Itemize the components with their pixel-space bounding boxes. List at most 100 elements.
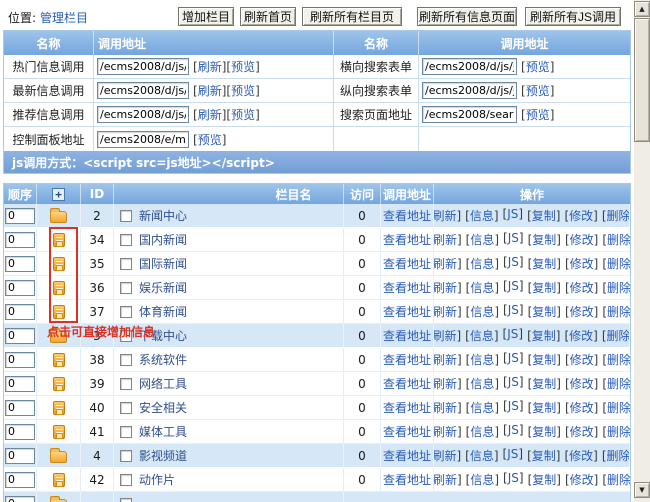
js-link[interactable]: JS [507, 471, 519, 485]
expand-all-icon[interactable]: + [52, 187, 65, 201]
order-input[interactable] [5, 231, 35, 248]
refresh-link[interactable]: 刷新 [197, 84, 222, 98]
order-input[interactable] [5, 207, 35, 224]
call-url-input[interactable] [97, 106, 189, 123]
info-link[interactable]: 信息 [470, 233, 495, 247]
modify-link[interactable]: 修改 [569, 233, 594, 247]
call-url-input[interactable] [97, 58, 189, 75]
delete-link[interactable]: 删除 [607, 281, 630, 295]
modify-link[interactable]: 修改 [569, 257, 594, 271]
order-input[interactable] [5, 399, 35, 416]
preview-link[interactable]: 预览 [231, 108, 256, 122]
info-link[interactable]: 信息 [470, 257, 495, 271]
info-link[interactable]: 信息 [469, 209, 494, 223]
view-addr-link[interactable]: 查看地址 [382, 353, 431, 367]
file-add-icon[interactable] [52, 472, 65, 487]
refresh-link[interactable]: 刷新 [434, 257, 457, 271]
copy-link[interactable]: 复制 [532, 281, 557, 295]
view-addr-link[interactable]: 查看地址 [382, 257, 431, 271]
copy-link[interactable]: 复制 [532, 473, 557, 487]
modify-link[interactable]: 修改 [569, 305, 594, 319]
order-input[interactable] [5, 255, 35, 272]
row-checkbox[interactable] [120, 473, 132, 486]
modify-link[interactable]: 修改 [569, 329, 594, 343]
delete-link[interactable]: 删除 [607, 353, 630, 367]
view-addr-link[interactable]: 查看地址 [382, 401, 431, 415]
refresh-link[interactable]: 刷新 [434, 329, 457, 343]
delete-link[interactable]: 删除 [607, 257, 630, 271]
preview-link[interactable]: 预览 [525, 108, 550, 122]
refresh-link[interactable]: 刷新 [434, 209, 457, 223]
delete-link[interactable]: 删除 [607, 401, 630, 415]
js-link[interactable]: JS [507, 327, 519, 341]
refresh-all-js-calls-button[interactable]: 刷新所有JS调用 [525, 7, 621, 26]
order-input[interactable] [5, 447, 35, 464]
refresh-link[interactable]: 刷新 [197, 108, 222, 122]
order-input[interactable] [5, 303, 35, 320]
file-add-icon[interactable] [52, 424, 65, 439]
modify-link[interactable]: 修改 [569, 353, 594, 367]
delete-link[interactable]: 删除 [606, 329, 630, 343]
copy-link[interactable]: 复制 [532, 257, 557, 271]
modify-link[interactable]: 修改 [569, 449, 594, 463]
category-name-link[interactable]: 体育新闻 [139, 305, 188, 319]
category-name-link[interactable]: 动作片 [139, 473, 176, 487]
delete-link[interactable]: 删除 [607, 305, 630, 319]
refresh-all-categories-button[interactable]: 刷新所有栏目页 [302, 7, 402, 26]
add-category-button[interactable]: 增加栏目 [178, 7, 234, 26]
refresh-link[interactable]: 刷新 [434, 233, 457, 247]
category-name-link[interactable]: 媒体工具 [139, 425, 188, 439]
category-name-link[interactable]: 系统软件 [139, 353, 188, 367]
category-name-link[interactable]: 影视频道 [139, 449, 188, 463]
refresh-link[interactable]: 刷新 [434, 353, 457, 367]
folder-icon[interactable] [50, 448, 67, 463]
category-name-link[interactable]: 国内新闻 [139, 233, 188, 247]
modify-link[interactable]: 修改 [569, 281, 594, 295]
refresh-link[interactable]: 刷新 [434, 305, 457, 319]
preview-link[interactable]: 预览 [197, 132, 222, 147]
scroll-down-icon[interactable]: ▼ [634, 482, 650, 498]
copy-link[interactable]: 复制 [532, 377, 557, 391]
copy-link[interactable]: 复制 [532, 305, 557, 319]
row-checkbox[interactable] [120, 233, 132, 246]
info-link[interactable]: 信息 [470, 425, 495, 439]
row-checkbox[interactable] [120, 329, 132, 342]
view-addr-link[interactable]: 查看地址 [382, 473, 431, 487]
refresh-link[interactable]: 刷新 [434, 401, 457, 415]
js-link[interactable]: JS [507, 279, 519, 293]
js-link[interactable]: JS [507, 303, 519, 317]
row-checkbox[interactable] [120, 401, 132, 414]
file-add-icon[interactable] [52, 256, 65, 271]
view-addr-link[interactable]: 查看地址 [382, 425, 431, 439]
scroll-up-icon[interactable]: ▲ [634, 1, 650, 17]
order-input[interactable] [5, 423, 35, 440]
row-checkbox[interactable] [120, 281, 132, 294]
preview-link[interactable]: 预览 [525, 60, 550, 74]
call-url-input[interactable] [97, 130, 189, 148]
view-addr-link[interactable]: 查看地址 [382, 209, 431, 223]
view-addr-link[interactable]: 查看地址 [382, 281, 431, 295]
folder-icon[interactable] [50, 496, 67, 502]
refresh-link[interactable]: 刷新 [434, 473, 457, 487]
modify-link[interactable]: 修改 [569, 401, 594, 415]
call-url-input[interactable] [97, 82, 189, 99]
row-checkbox[interactable] [120, 305, 132, 318]
info-link[interactable]: 信息 [470, 401, 495, 415]
category-name-link[interactable]: 下载中心 [139, 329, 188, 343]
refresh-link[interactable]: 刷新 [434, 377, 457, 391]
row-checkbox[interactable] [120, 257, 132, 270]
copy-link[interactable]: 复制 [531, 209, 556, 223]
delete-link[interactable]: 删除 [606, 449, 630, 463]
js-link[interactable]: JS [507, 375, 519, 389]
category-name-link[interactable]: 安全相关 [139, 401, 188, 415]
call-url-input[interactable] [422, 106, 517, 123]
view-addr-link[interactable]: 查看地址 [382, 233, 431, 247]
category-name-link[interactable]: 国际新闻 [139, 257, 188, 271]
refresh-link[interactable]: 刷新 [197, 60, 222, 74]
file-add-icon[interactable] [52, 376, 65, 391]
call-url-input[interactable] [422, 58, 517, 75]
row-checkbox[interactable] [120, 425, 132, 438]
refresh-link[interactable]: 刷新 [434, 281, 457, 295]
view-addr-link[interactable]: 查看地址 [382, 449, 431, 463]
refresh-link[interactable]: 刷新 [434, 425, 457, 439]
